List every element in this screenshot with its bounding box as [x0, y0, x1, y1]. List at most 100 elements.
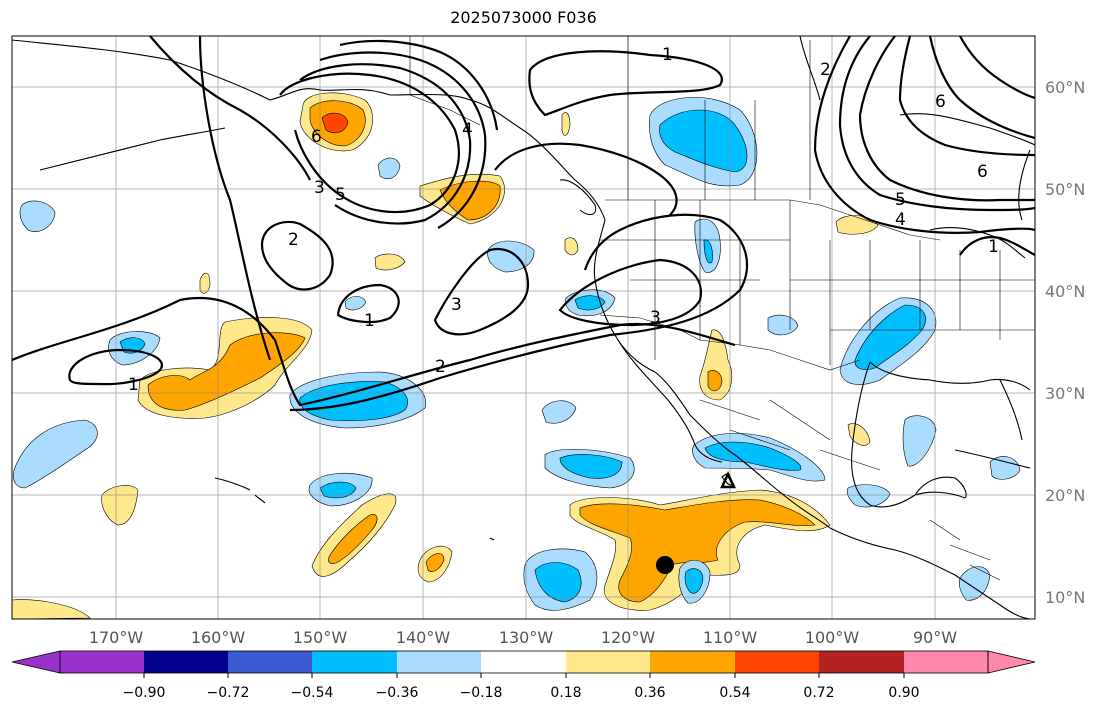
contour-6-east-2 [959, 36, 1035, 100]
contour-5-east [898, 36, 1035, 157]
contour-4-east [858, 36, 1035, 202]
map-frame [11, 35, 1036, 620]
lat-label-10n: 10°N [1045, 588, 1085, 607]
shade-blue-pacific-band [299, 381, 408, 421]
border-central-america [929, 519, 1001, 581]
colorbar-bin-4 [312, 651, 397, 673]
coast-baja [617, 339, 723, 463]
contour-label-3-gulf: 3 [314, 178, 325, 198]
shade-orange-central-pacific [147, 332, 306, 411]
lat-label-40n: 40°N [1045, 282, 1085, 301]
colorbar-bin-5 [397, 651, 481, 673]
coast-west-us [593, 219, 656, 373]
contour-3-gulf [149, 36, 311, 181]
contour-label-6-gulf: 6 [311, 127, 322, 147]
political-borders [409, 36, 1035, 581]
contour-gulf-ring-2 [299, 63, 472, 225]
colorbar-tick-7: 0.36 [634, 685, 665, 701]
colorbar-bin-6 [481, 651, 566, 673]
island-revillagigedo [489, 537, 495, 541]
shade-cool-central-america [958, 566, 991, 601]
contour-labels: 1 2 3 4 5 6 1 2 3 1 2 3 4 5 6 6 1 [128, 45, 999, 395]
colorbar-bin-10 [819, 651, 904, 673]
coast-labrador [1018, 149, 1031, 221]
longitude-labels: 170°W 160°W 150°W 140°W 130°W 120°W 110°… [89, 628, 957, 647]
colorbar-tick-9: 0.72 [803, 685, 834, 701]
lon-label-110w: 110°W [703, 628, 758, 647]
contour-label-4-east: 4 [895, 210, 906, 230]
shade-cool-gulf-mexico [902, 415, 937, 467]
shade-cool-small-2 [541, 400, 577, 424]
lat-label-50n: 50°N [1045, 180, 1085, 199]
contour-1-west [68, 348, 163, 386]
shade-warm-great-lakes [835, 215, 879, 235]
contour-label-4-gulf: 4 [462, 120, 473, 140]
shade-orange-hawaii-streak [328, 514, 378, 564]
contour-lines [12, 36, 1035, 412]
shade-blue-great-basin [703, 239, 713, 264]
colorbar-bin-7 [566, 651, 650, 673]
contour-2-north [198, 36, 272, 361]
lon-label-150w: 150°W [293, 628, 348, 647]
border-mexico-states [699, 399, 881, 471]
colorbar-bin-8 [650, 651, 735, 673]
colorbar-bin-1 [60, 651, 144, 673]
colorbar-tick-6: 0.18 [550, 685, 581, 701]
lon-label-120w: 120°W [601, 628, 656, 647]
coast-mexico-east [851, 361, 966, 508]
contour-label-5-gulf: 5 [335, 185, 346, 205]
contour-label-5-east: 5 [895, 190, 906, 210]
shade-warm-coast-small [561, 112, 571, 136]
shade-blue-hawaii-east [319, 481, 357, 499]
graticule [12, 36, 1035, 619]
shade-warm-coast-small-2 [564, 237, 579, 256]
colorbar-extend-low [11, 650, 61, 674]
contour-label-1-west: 1 [128, 375, 139, 395]
shade-orange-arizona [707, 370, 723, 392]
coast-cuba [954, 449, 1031, 469]
contour-label-2-west: 2 [288, 230, 299, 250]
colorbar-extend-high [987, 650, 1036, 674]
border-canada-provinces [627, 36, 811, 200]
shade-blue-canada [659, 109, 748, 173]
contour-2-east [813, 36, 1035, 234]
colorbar-tick-4: −0.36 [376, 685, 419, 701]
shade-warm-west-tiny [199, 272, 211, 294]
shade-cool-small-1 [377, 157, 401, 179]
shade-orange-bc [439, 180, 501, 221]
contour-1-center [336, 283, 400, 324]
colorbar-tick-2: −0.72 [207, 685, 250, 701]
lat-label-20n: 20°N [1045, 486, 1085, 505]
shade-warm-bottom-left [12, 599, 91, 619]
coast-florida [999, 379, 1023, 441]
lon-label-90w: 90°W [913, 628, 957, 647]
contour-gulf-ring-1 [279, 72, 460, 214]
contour-label-2-center: 2 [435, 357, 446, 377]
lon-label-130w: 130°W [499, 628, 554, 647]
shade-orange-small-east [425, 553, 445, 572]
shade-cool-small-4 [344, 296, 367, 311]
lon-label-170w: 170°W [89, 628, 144, 647]
contour-label-1-east: 1 [988, 237, 999, 257]
map-title: 2025073000 F036 [450, 8, 597, 27]
contour-3-east [838, 36, 1035, 212]
contour-3-ca [558, 258, 703, 327]
border-alaska-canada [409, 36, 481, 126]
shade-blue-tropical-small [684, 568, 704, 594]
contour-6-east [928, 36, 1035, 140]
coast-canada-east [899, 113, 1035, 146]
shade-orange-tropical-epac [579, 499, 816, 603]
coast-alaska [12, 39, 606, 221]
coast-gulf-mexico [869, 361, 1031, 391]
contour-2-canada [494, 142, 678, 216]
shade-cool-caribbean [989, 456, 1021, 480]
colorbar-bin-3 [228, 651, 312, 673]
colorbar-bin-2 [144, 651, 228, 673]
colorbar-tick-10: 0.90 [888, 685, 919, 701]
colorbar-tick-3: −0.54 [291, 685, 334, 701]
contour-label-3-ca: 3 [650, 308, 661, 328]
contour-label-3-center: 3 [451, 295, 462, 315]
colorbar-tick-5: −0.18 [460, 685, 503, 701]
shade-cool-far-west [19, 200, 56, 232]
